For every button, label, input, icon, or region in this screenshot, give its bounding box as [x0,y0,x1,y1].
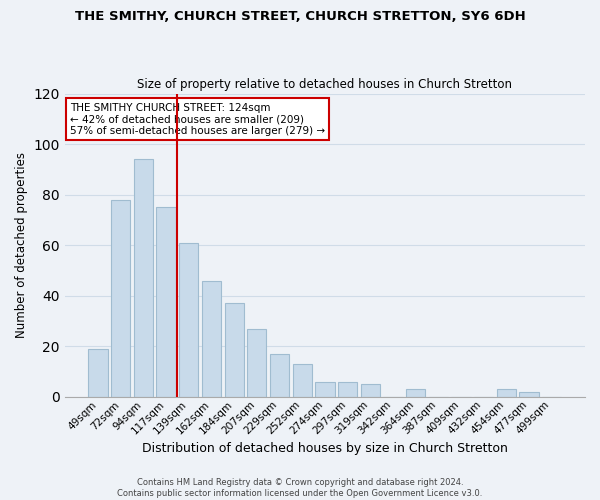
Bar [111,200,130,397]
Bar [315,382,335,397]
Bar [179,242,199,397]
Bar [157,208,176,397]
Text: Contains HM Land Registry data © Crown copyright and database right 2024.
Contai: Contains HM Land Registry data © Crown c… [118,478,482,498]
Bar [497,389,516,397]
Bar [247,328,266,397]
Bar [134,160,153,397]
Text: THE SMITHY, CHURCH STREET, CHURCH STRETTON, SY6 6DH: THE SMITHY, CHURCH STREET, CHURCH STRETT… [74,10,526,23]
Bar [338,382,357,397]
Bar [293,364,312,397]
X-axis label: Distribution of detached houses by size in Church Stretton: Distribution of detached houses by size … [142,442,508,455]
Bar [270,354,289,397]
Bar [88,349,108,397]
Bar [406,389,425,397]
Title: Size of property relative to detached houses in Church Stretton: Size of property relative to detached ho… [137,78,512,91]
Text: THE SMITHY CHURCH STREET: 124sqm
← 42% of detached houses are smaller (209)
57% : THE SMITHY CHURCH STREET: 124sqm ← 42% o… [70,102,325,136]
Bar [520,392,539,397]
Bar [224,304,244,397]
Bar [361,384,380,397]
Bar [202,280,221,397]
Y-axis label: Number of detached properties: Number of detached properties [15,152,28,338]
